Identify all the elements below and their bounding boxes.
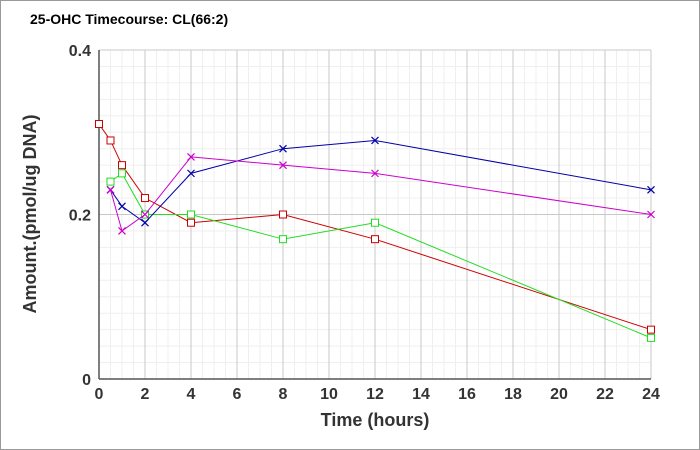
data-point — [106, 177, 115, 186]
x-tick-label: 4 — [187, 386, 196, 403]
data-point — [141, 210, 149, 219]
data-point — [118, 227, 126, 235]
data-point — [118, 169, 126, 178]
series-4 — [106, 153, 655, 235]
series-line — [98, 123, 652, 331]
series-1 — [95, 120, 655, 334]
x-tick-label: 14 — [412, 386, 430, 403]
x-tick-label: 18 — [504, 386, 522, 403]
data-point — [141, 194, 149, 203]
data-point — [279, 210, 287, 219]
data-point — [647, 210, 655, 219]
data-point — [371, 169, 379, 178]
data-point — [647, 333, 655, 342]
data-point — [95, 120, 103, 129]
x-tick-label: 24 — [642, 386, 660, 403]
series-layer — [95, 120, 655, 342]
data-point — [371, 136, 379, 145]
y-tick-label: 0.2 — [69, 208, 91, 225]
x-tick-labels: 0 2 4 6 8 10 12 14 16 18 20 22 24 — [95, 386, 660, 403]
data-point — [141, 218, 149, 227]
data-point — [118, 161, 126, 170]
x-tick-label: 6 — [233, 386, 242, 403]
data-point — [118, 202, 126, 211]
data-point — [279, 235, 287, 244]
data-point — [279, 161, 287, 170]
data-point — [371, 235, 379, 244]
x-tick-label: 0 — [95, 386, 104, 403]
data-point — [279, 144, 287, 153]
x-tick-label: 2 — [141, 386, 150, 403]
series-2 — [106, 169, 655, 342]
axes — [98, 50, 651, 380]
data-point — [106, 185, 115, 194]
x-tick-label: 8 — [279, 386, 288, 403]
x-tick-label: 20 — [550, 386, 568, 403]
y-tick-labels: 0 0.2 0.4 — [69, 43, 91, 389]
data-point — [647, 185, 655, 194]
x-axis-label: Time (hours) — [321, 410, 430, 430]
data-point — [187, 153, 195, 161]
y-axis-label: Amount.(pmol/ug DNA) — [20, 115, 40, 314]
y-tick-label: 0.4 — [69, 43, 91, 60]
y-tick-label: 0 — [82, 372, 91, 389]
data-point — [371, 218, 379, 227]
data-point — [647, 325, 655, 334]
x-tick-label: 16 — [458, 386, 476, 403]
x-tick-label: 22 — [596, 386, 614, 403]
chart-title: 25-OHC Timecourse: CL(66:2) — [30, 11, 228, 27]
data-point — [187, 210, 195, 219]
data-point — [106, 136, 115, 145]
data-point — [187, 169, 195, 178]
x-tick-label: 10 — [320, 386, 338, 403]
data-point — [187, 218, 195, 227]
x-tick-label: 12 — [366, 386, 384, 403]
